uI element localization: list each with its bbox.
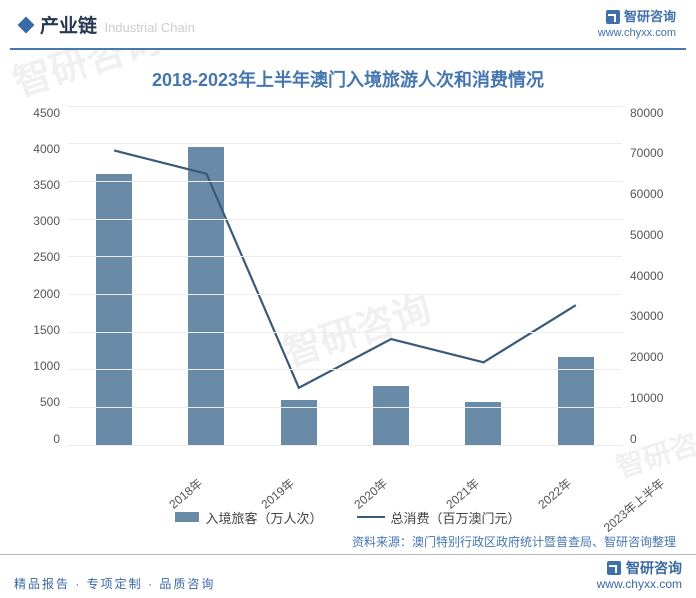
data-source: 资料来源：澳门特别行政区政府统计暨普查局、智研咨询整理 [0, 533, 676, 550]
x-labels: 2018年2019年2020年2021年2022年2023年上半年 [68, 450, 622, 506]
bar [345, 386, 437, 444]
legend-line-item: 总消费（百万澳门元） [357, 508, 521, 527]
gridline [68, 256, 622, 257]
gridline [68, 407, 622, 408]
gridline [68, 445, 622, 446]
legend-line-label: 总消费（百万澳门元） [391, 508, 521, 527]
legend-bar-label: 入境旅客（万人次） [205, 508, 322, 527]
y-axis-right: 80000 70000 60000 50000 40000 30000 20000 10000… [630, 106, 674, 446]
header-left: 产业链 Industrial Chain [20, 11, 195, 38]
gridline [68, 294, 622, 295]
y-right-tick: 40000 [630, 269, 663, 283]
brand-row: 智研咨询 [598, 8, 676, 26]
header-divider [10, 48, 686, 50]
chart-title: 2018-2023年上半年澳门入境旅游人次和消费情况 [0, 66, 696, 92]
legend-line-icon [357, 516, 385, 518]
y-right-tick: 10000 [630, 391, 663, 405]
bar-rect [96, 174, 132, 444]
y-left-tick: 1000 [33, 359, 60, 373]
gridline [68, 219, 622, 220]
footer-right: 智研咨询 www.chyxx.com [597, 559, 682, 593]
legend-bar-icon [175, 512, 199, 522]
diamond-icon [18, 16, 35, 33]
brand-url: www.chyxx.com [598, 26, 676, 41]
y-left-tick: 2500 [33, 250, 60, 264]
gridline [68, 332, 622, 333]
gridline [68, 181, 622, 182]
footer-brand-url: www.chyxx.com [597, 577, 682, 593]
y-right-tick: 70000 [630, 146, 663, 160]
bar [437, 402, 529, 445]
bar [68, 174, 160, 444]
y-right-tick: 30000 [630, 309, 663, 323]
header: 产业链 Industrial Chain 智研咨询 www.chyxx.com [0, 0, 696, 48]
legend-bar-item: 入境旅客（万人次） [175, 508, 322, 527]
footer-brand: 智研咨询 [597, 559, 682, 577]
y-left-tick: 4500 [33, 106, 60, 120]
y-left-tick: 3500 [33, 178, 60, 192]
section-title: 产业链 [40, 16, 97, 37]
gridline [68, 106, 622, 107]
y-right-tick: 80000 [630, 106, 663, 120]
y-left-tick: 500 [40, 395, 60, 409]
plot [68, 106, 622, 446]
y-right-tick: 60000 [630, 187, 663, 201]
brand-name: 智研咨询 [624, 8, 676, 26]
gridline [68, 369, 622, 370]
footer-left: 精品报告 · 专项定制 · 品质咨询 [14, 575, 215, 592]
bar-rect [373, 386, 409, 444]
y-left-tick: 2000 [33, 287, 60, 301]
header-right: 智研咨询 www.chyxx.com [598, 8, 676, 42]
y-right-tick: 0 [630, 432, 637, 446]
y-left-tick: 3000 [33, 214, 60, 228]
legend: 入境旅客（万人次） 总消费（百万澳门元） [0, 508, 696, 527]
section-subtitle: Industrial Chain [104, 20, 194, 35]
chart-area: 4500 4000 3500 3000 2500 2000 1500 1000 500 0 800… [30, 106, 666, 446]
brand-icon [607, 561, 621, 575]
y-right-tick: 50000 [630, 228, 663, 242]
y-left-tick: 0 [53, 432, 60, 446]
y-right-tick: 20000 [630, 350, 663, 364]
footer-brand-name: 智研咨询 [626, 559, 682, 577]
bar [160, 147, 252, 445]
footer: 精品报告 · 专项定制 · 品质咨询 智研咨询 www.chyxx.com [0, 554, 696, 598]
brand-icon [606, 10, 620, 24]
y-left-tick: 1500 [33, 323, 60, 337]
gridline [68, 143, 622, 144]
y-axis-left: 4500 4000 3500 3000 2500 2000 1500 1000 500 0 [22, 106, 60, 446]
y-left-tick: 4000 [33, 142, 60, 156]
bar-rect [465, 402, 501, 445]
bars-container [68, 106, 622, 445]
bar-rect [188, 147, 224, 445]
